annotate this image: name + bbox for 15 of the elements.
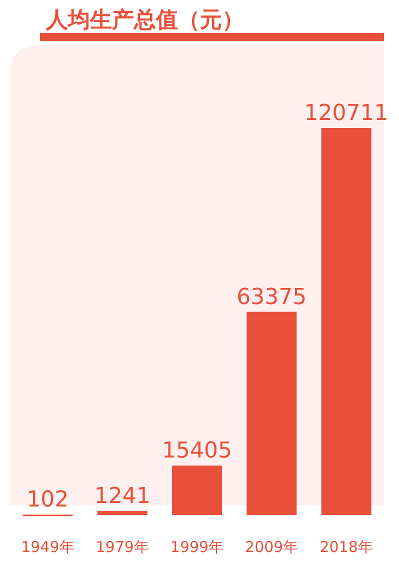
data-label: 102 (26, 488, 69, 513)
x-tick-label: 1979年 (96, 538, 149, 556)
bar (172, 466, 222, 515)
x-tick-label: 1999年 (170, 538, 224, 556)
bar (321, 128, 372, 515)
data-label: 1241 (94, 484, 150, 510)
x-tick-label: 2018年 (320, 538, 373, 556)
x-tick-label: 2009年 (245, 538, 298, 556)
bar (246, 312, 297, 515)
data-label: 63375 (236, 284, 307, 310)
data-label: 120711 (304, 101, 388, 126)
data-label: 15405 (162, 438, 232, 464)
chart-title: 人均生产总值（元） (45, 7, 244, 33)
x-tick-label: 1949年 (21, 538, 74, 556)
bar (97, 511, 148, 515)
